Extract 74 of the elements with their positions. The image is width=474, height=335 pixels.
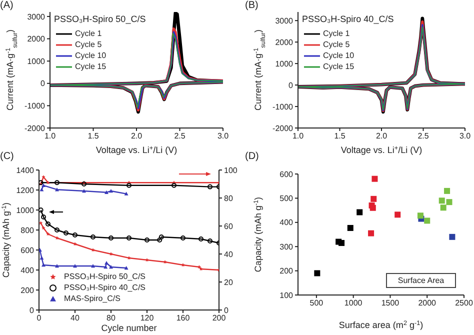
y2-tick-label: 0 [224,306,229,315]
y-tick-label: 0 [40,79,46,88]
legend-label: PSSO₃H-Spiro 40_C/S [64,282,146,293]
legend-label: PSSO₃H-Spiro 50_C/S [64,271,146,282]
x-tick-label: 40 [70,314,80,323]
x-tick-label: 2000 [418,298,437,308]
x-axis-title: Voltage vs. Li$^{+}$/Li (V) [340,144,422,155]
y-tick-label: 0 [288,80,294,90]
y2-tick-label: 40 [224,250,234,259]
x-tick-label: 500 [310,298,324,308]
y-tick-label: -2000 [272,124,294,133]
y-tick-label: 1000 [16,206,35,215]
x-tick-label: 1500 [381,298,400,308]
x-axis-title: Surface area (m$^{2}$ g$^{-1}$) [338,320,424,330]
y-tick-label: 600 [20,246,35,255]
x-tick-label: 2.5 [418,132,430,141]
legend-label: Cycle 1 [323,28,350,39]
x-tick-label: 1.5 [88,132,100,141]
text: (A) [0,0,14,11]
text: (D) [245,151,259,162]
text: (B) [245,0,258,11]
y2-tick-label: 60 [224,222,234,231]
x-tick-label: 200 [212,314,226,323]
x-tick-label: 1.5 [334,132,346,141]
y-tick-label: -1000 [24,102,46,111]
y-tick-label: 500 [280,194,294,204]
x-axis-title: Voltage vs. Li$^{+}$/Li (V) [96,144,178,155]
y-tick-label: 400 [20,266,35,275]
legend-label: Cycle 10 [75,50,106,61]
x-axis-title: Cycle number [101,323,157,333]
y2-tick-label: 80 [224,194,234,203]
y-tick-label: 1000 [27,56,46,66]
y-tick-label: 2000 [27,34,46,44]
y-tick-label: 300 [280,242,294,252]
y-tick-label: 200 [20,286,35,295]
y-tick-label: 1000 [275,59,294,68]
x-tick-label: 120 [140,314,154,323]
legend-label: Cycle 5 [323,39,350,50]
y-tick-label: 1200 [16,186,35,195]
legend-label: Cycle 15 [323,61,354,72]
chart-title: PSSO₃H-Spiro 40_C/S [302,14,394,24]
x-tick-label: 2.0 [376,132,388,141]
y-tick-label: 3000 [275,16,294,26]
y-tick-label: 200 [280,266,294,276]
y-tick-label: 100 [280,290,294,300]
y-tick-label: 2000 [275,38,294,47]
legend-label: Cycle 1 [75,28,102,39]
x-tick-label: 3.0 [459,132,472,141]
y-tick-label: 600 [280,170,294,179]
y-tick-label: 400 [280,218,294,228]
text: (C) [0,151,14,162]
legend-label: Cycle 15 [75,61,106,72]
x-tick-label: 1.0 [292,132,304,141]
x-tick-label: 2.0 [130,132,143,141]
x-tick-label: 2.5 [174,132,186,141]
x-tick-label: 80 [106,314,116,323]
y-tick-label: 800 [20,226,35,235]
chart-title: PSSO₃H-Spiro 50_C/S [54,14,146,24]
y-tick-label: 3000 [27,12,46,22]
legend-label: MAS-Spiro_C/S [64,293,120,304]
legend-label: Cycle 5 [75,39,102,50]
y-tick-label: 0 [30,306,35,315]
x-tick-label: 1.0 [44,132,56,141]
x-tick-label: 1000 [344,298,363,308]
x-tick-label: 160 [176,314,190,323]
y2-tick-label: 100 [224,166,238,175]
y-tick-label: 1400 [16,166,35,175]
x-tick-label: 3.0 [217,132,230,141]
y-tick-label: -2000 [24,124,46,133]
annotation: Surface Area [386,273,456,288]
y2-tick-label: 20 [224,278,234,287]
y-tick-label: -1000 [272,102,294,112]
legend-label: Cycle 10 [323,50,354,61]
x-tick-label: 2500 [455,298,474,308]
